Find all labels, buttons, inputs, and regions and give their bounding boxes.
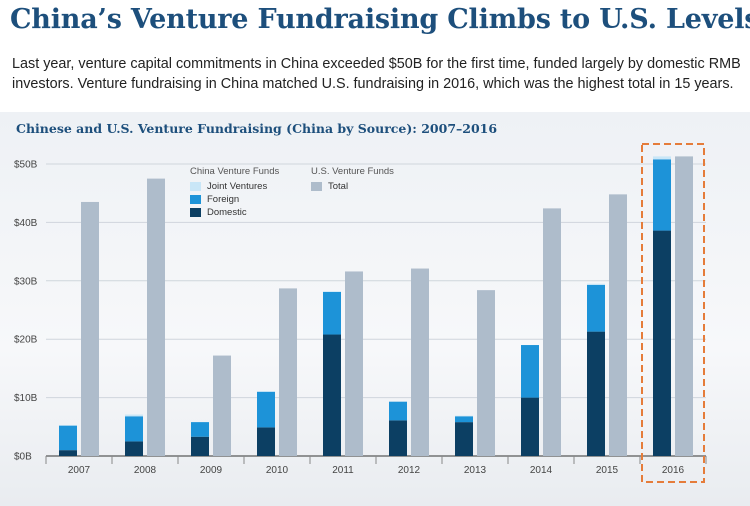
bar-domestic-2012 — [389, 420, 407, 456]
bar-domestic-2009 — [191, 436, 209, 456]
bar-joint-ventures-2010 — [257, 391, 275, 392]
bar-joint-ventures-2016 — [653, 156, 671, 160]
bar-foreign-2008 — [125, 416, 143, 442]
bar-us-total-2016 — [675, 156, 693, 456]
bar-us-total-2012 — [411, 268, 429, 456]
page-title: China’s Venture Fundraising Climbs to U.… — [10, 4, 750, 35]
legend-item-domestic: Domestic — [190, 206, 279, 219]
y-tick-label: $50B — [14, 160, 38, 171]
chart-title: Chinese and U.S. Venture Fundraising (Ch… — [16, 121, 498, 136]
legend-china-column: China Venture Funds Joint Ventures Forei… — [190, 166, 279, 219]
bar-foreign-2010 — [257, 391, 275, 428]
bar-joint-ventures-2013 — [455, 415, 473, 417]
bar-us-total-2011 — [345, 271, 363, 456]
bar-domestic-2016 — [653, 230, 671, 456]
legend-item-total: Total — [311, 180, 394, 193]
x-tick-label: 2011 — [332, 465, 354, 476]
bar-joint-ventures-2007 — [59, 425, 77, 426]
legend-swatch-foreign — [190, 195, 201, 204]
legend-label-total: Total — [328, 181, 349, 192]
bar-domestic-2011 — [323, 334, 341, 456]
bar-foreign-2011 — [323, 291, 341, 335]
bar-domestic-2014 — [521, 397, 539, 456]
page-subtitle: Last year, venture capital commitments i… — [12, 56, 741, 92]
y-tick-label: $20B — [14, 335, 38, 346]
legend-label-domestic: Domestic — [207, 207, 247, 218]
legend-swatch-domestic — [190, 208, 201, 217]
x-tick-label: 2013 — [464, 465, 487, 476]
bar-foreign-2012 — [389, 401, 407, 421]
legend-label-joint-ventures: Joint Ventures — [207, 181, 268, 192]
bar-foreign-2014 — [521, 345, 539, 398]
bar-us-total-2010 — [279, 288, 297, 456]
y-tick-label: $30B — [14, 276, 38, 287]
bar-foreign-2013 — [455, 416, 473, 423]
x-tick-label: 2015 — [596, 465, 619, 476]
y-tick-label: $10B — [14, 393, 38, 404]
legend-china-heading: China Venture Funds — [190, 166, 280, 177]
bar-us-total-2014 — [543, 208, 561, 456]
x-tick-label: 2016 — [662, 465, 685, 476]
bar-us-total-2015 — [609, 194, 627, 457]
bar-domestic-2015 — [587, 331, 605, 456]
bar-us-total-2007 — [81, 201, 99, 456]
legend-us-column: U.S. Venture Funds Total — [311, 166, 394, 193]
bar-joint-ventures-2008 — [125, 414, 143, 417]
bar-joint-ventures-2011 — [323, 291, 341, 292]
x-tick-label: 2010 — [266, 465, 289, 476]
bar-domestic-2013 — [455, 422, 473, 456]
bar-domestic-2010 — [257, 427, 275, 456]
bar-us-total-2009 — [213, 355, 231, 456]
legend-us-heading: U.S. Venture Funds — [311, 166, 394, 177]
bar-us-total-2013 — [477, 290, 495, 456]
y-tick-label: $0B — [14, 452, 32, 463]
legend-item-foreign: Foreign — [190, 193, 279, 206]
legend-swatch-joint-ventures — [190, 182, 201, 191]
highlight-box-2016 — [641, 143, 705, 483]
bar-foreign-2007 — [59, 425, 77, 451]
legend-item-joint-ventures: Joint Ventures — [190, 180, 279, 193]
bar-us-total-2008 — [147, 178, 165, 456]
y-tick-label: $40B — [14, 218, 38, 229]
bar-domestic-2007 — [59, 450, 77, 456]
x-tick-label: 2014 — [530, 465, 553, 476]
bar-foreign-2009 — [191, 422, 209, 437]
x-tick-label: 2008 — [134, 465, 157, 476]
legend-label-foreign: Foreign — [207, 194, 240, 205]
bar-joint-ventures-2015 — [587, 283, 605, 285]
x-tick-label: 2012 — [398, 465, 421, 476]
bar-foreign-2016 — [653, 159, 671, 231]
x-tick-label: 2009 — [200, 465, 223, 476]
bar-domestic-2008 — [125, 441, 143, 456]
x-tick-label: 2007 — [68, 465, 91, 476]
bar-foreign-2015 — [587, 284, 605, 332]
legend-swatch-total — [311, 182, 322, 191]
